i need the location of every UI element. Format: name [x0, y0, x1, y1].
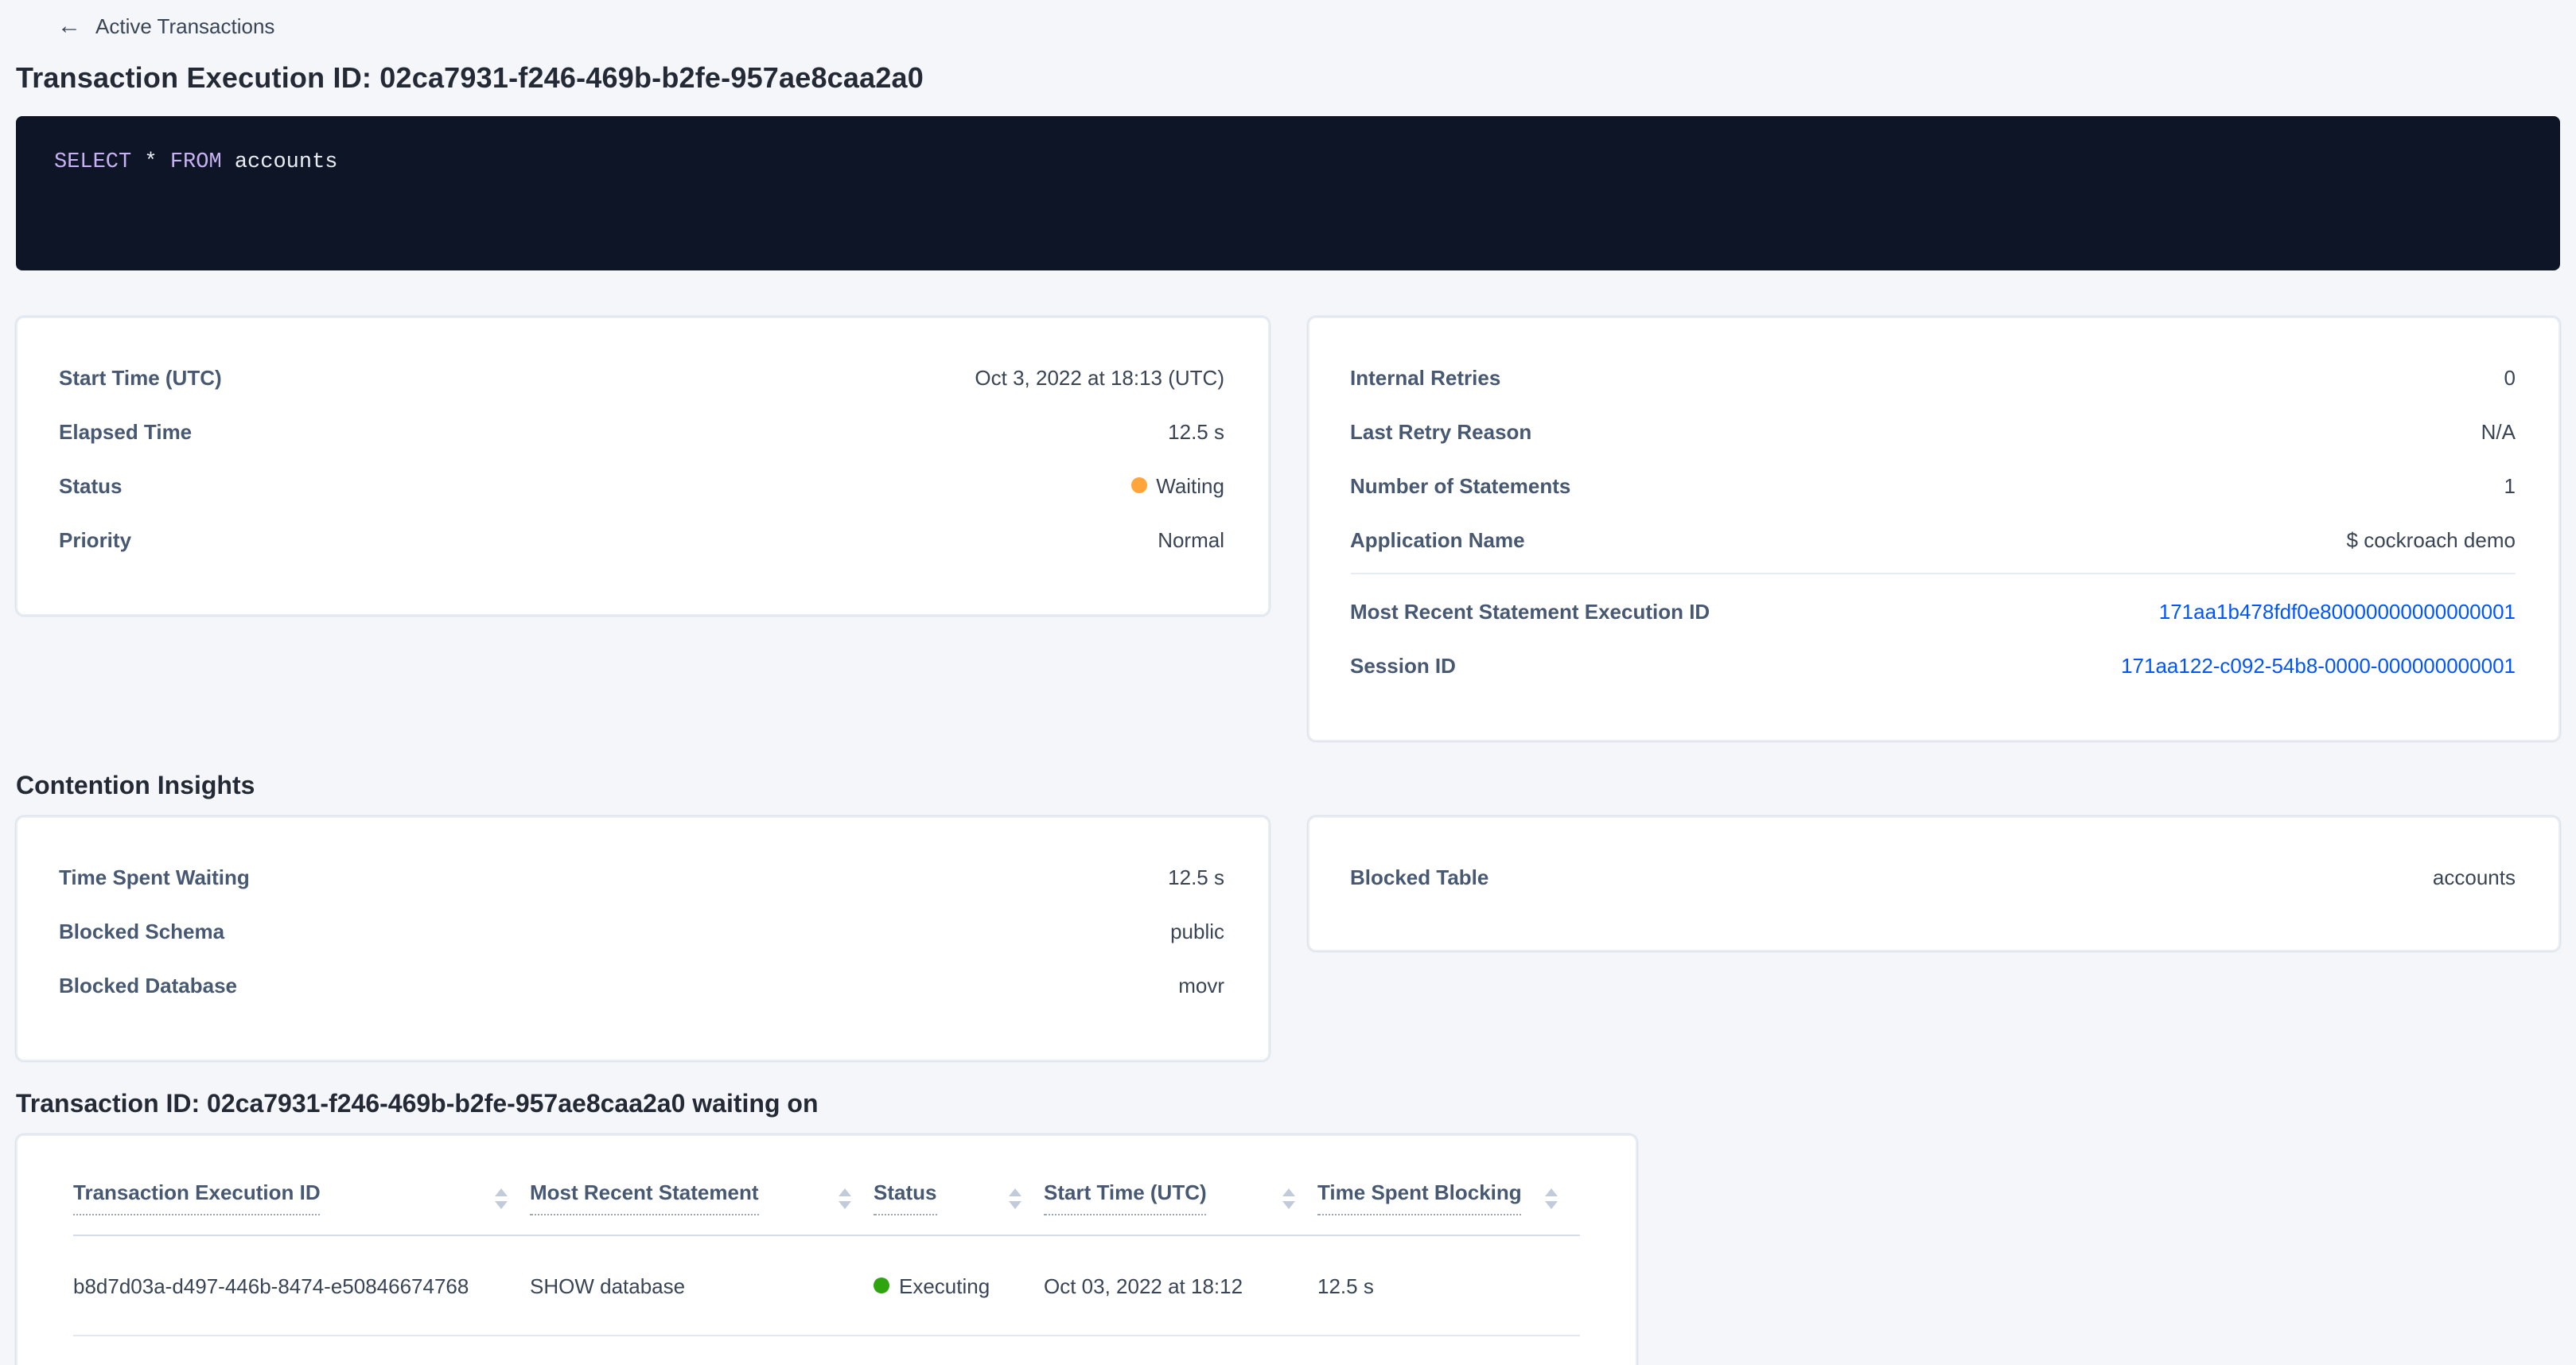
detail-row-time-spent-waiting: Time Spent Waiting 12.5 s	[59, 850, 1224, 904]
breadcrumb-label: Active Transactions	[95, 14, 275, 37]
header-status: Status	[874, 1161, 1044, 1235]
priority-value: Normal	[1158, 527, 1224, 551]
contention-insights-heading: Contention Insights	[16, 773, 255, 800]
breadcrumb-back-link[interactable]: ← Active Transactions	[57, 10, 274, 41]
session-id-link[interactable]: 171aa122-c092-54b8-0000-000000000001	[2121, 653, 2516, 677]
time-spent-waiting-value: 12.5 s	[1168, 865, 1224, 889]
internal-retries-label: Internal Retries	[1350, 365, 1501, 389]
internal-retries-value: 0	[2504, 365, 2516, 389]
statement-count-value: 1	[2504, 473, 2516, 497]
statement-count-label: Number of Statements	[1350, 473, 1571, 497]
cell-start-time: Oct 03, 2022 at 18:12	[1044, 1274, 1243, 1297]
blocked-database-label: Blocked Database	[59, 973, 237, 997]
detail-row-status: Status Waiting	[59, 458, 1224, 512]
cell-status: Executing	[874, 1236, 1044, 1335]
blocked-schema-label: Blocked Schema	[59, 919, 225, 943]
sql-table-name: accounts	[221, 151, 338, 175]
contention-right-card: Blocked Table accounts	[1307, 816, 2560, 951]
waiting-status-dot-icon	[1130, 477, 1147, 493]
application-name-value: $ cockroach demo	[2346, 527, 2516, 551]
session-id-label: Session ID	[1350, 653, 1456, 677]
start-time-label: Start Time (UTC)	[59, 365, 222, 389]
elapsed-time-label: Elapsed Time	[59, 419, 193, 443]
status-text: Waiting	[1156, 473, 1224, 497]
detail-row-application-name: Application Name $ cockroach demo	[1350, 512, 2516, 566]
cell-transaction-execution-id: b8d7d03a-d497-446b-8474-e50846674768	[73, 1274, 469, 1297]
contention-cards: Time Spent Waiting 12.5 s Blocked Schema…	[16, 816, 2560, 1061]
detail-row-elapsed-time: Elapsed Time 12.5 s	[59, 404, 1224, 458]
last-retry-reason-value: N/A	[2481, 419, 2516, 443]
status-value: Waiting	[1130, 473, 1224, 497]
header-time-spent-blocking: Time Spent Blocking	[1317, 1161, 1580, 1235]
header-transaction-execution-id-label: Transaction Execution ID	[73, 1180, 321, 1215]
detail-row-blocked-database: Blocked Database movr	[59, 958, 1224, 1012]
detail-row-statement-count: Number of Statements 1	[1350, 458, 2516, 512]
detail-row-blocked-table: Blocked Table accounts	[1350, 850, 2516, 904]
start-time-value: Oct 3, 2022 at 18:13 (UTC)	[975, 365, 1224, 389]
blocked-schema-value: public	[1170, 919, 1224, 943]
statement-execution-id-label: Most Recent Statement Execution ID	[1350, 599, 1710, 623]
statement-execution-id-link[interactable]: 171aa1b478fdf0e80000000000000001	[2158, 599, 2516, 623]
back-arrow-icon: ←	[57, 12, 81, 39]
header-most-recent-statement-label: Most Recent Statement	[530, 1180, 759, 1215]
detail-row-statement-execution-id: Most Recent Statement Execution ID 171aa…	[1350, 584, 2516, 638]
cell-most-recent-statement: SHOW database	[530, 1274, 686, 1297]
header-transaction-execution-id: Transaction Execution ID	[73, 1161, 530, 1235]
cell-time-spent-blocking: 12.5 s	[1317, 1274, 1374, 1297]
transaction-details-cards: Start Time (UTC) Oct 3, 2022 at 18:13 (U…	[16, 317, 2560, 741]
cell-status-text: Executing	[899, 1274, 990, 1297]
sql-keyword-from: FROM	[169, 151, 222, 175]
page-title: Transaction Execution ID: 02ca7931-f246-…	[16, 62, 924, 94]
detail-row-session-id: Session ID 171aa122-c092-54b8-0000-00000…	[1350, 638, 2516, 692]
sql-statement-box: SELECT * FROM accounts	[16, 116, 2560, 270]
waiting-on-heading: Transaction ID: 02ca7931-f246-469b-b2fe-…	[16, 1091, 819, 1118]
blocked-table-label: Blocked Table	[1350, 865, 1489, 889]
header-start-time: Start Time (UTC)	[1044, 1161, 1317, 1235]
application-name-label: Application Name	[1350, 527, 1525, 551]
header-start-time-label: Start Time (UTC)	[1044, 1180, 1207, 1215]
executing-status-dot-icon	[874, 1278, 889, 1293]
elapsed-time-value: 12.5 s	[1168, 419, 1224, 443]
time-spent-waiting-label: Time Spent Waiting	[59, 865, 250, 889]
sort-icon[interactable]	[1542, 1184, 1561, 1211]
last-retry-reason-label: Last Retry Reason	[1350, 419, 1532, 443]
header-time-spent-blocking-label: Time Spent Blocking	[1317, 1180, 1522, 1215]
header-most-recent-statement: Most Recent Statement	[530, 1161, 874, 1235]
sort-icon[interactable]	[1279, 1184, 1298, 1211]
transaction-times-card: Start Time (UTC) Oct 3, 2022 at 18:13 (U…	[16, 317, 1269, 616]
card-divider	[1350, 573, 2516, 574]
detail-row-blocked-schema: Blocked Schema public	[59, 904, 1224, 958]
transaction-meta-card: Internal Retries 0 Last Retry Reason N/A…	[1307, 317, 2560, 741]
detail-row-priority: Priority Normal	[59, 512, 1224, 566]
sql-keyword-select: SELECT	[54, 151, 132, 175]
sort-icon[interactable]	[492, 1184, 511, 1211]
status-label: Status	[59, 473, 123, 497]
sort-icon[interactable]	[1006, 1184, 1025, 1211]
priority-label: Priority	[59, 527, 132, 551]
detail-row-last-retry-reason: Last Retry Reason N/A	[1350, 404, 2516, 458]
waiting-table-header-row: Transaction Execution ID Most Recent Sta…	[73, 1161, 1580, 1236]
sql-star: *	[131, 151, 170, 175]
detail-row-start-time: Start Time (UTC) Oct 3, 2022 at 18:13 (U…	[59, 350, 1224, 404]
detail-row-internal-retries: Internal Retries 0	[1350, 350, 2516, 404]
header-status-label: Status	[874, 1180, 937, 1215]
blocked-database-value: movr	[1178, 973, 1224, 997]
sort-icon[interactable]	[835, 1184, 854, 1211]
waiting-on-table-card: Transaction Execution ID Most Recent Sta…	[16, 1134, 1637, 1365]
blocked-table-value: accounts	[2432, 865, 2516, 889]
waiting-table-row: b8d7d03a-d497-446b-8474-e50846674768 SHO…	[73, 1236, 1580, 1336]
contention-left-card: Time Spent Waiting 12.5 s Blocked Schema…	[16, 816, 1269, 1061]
